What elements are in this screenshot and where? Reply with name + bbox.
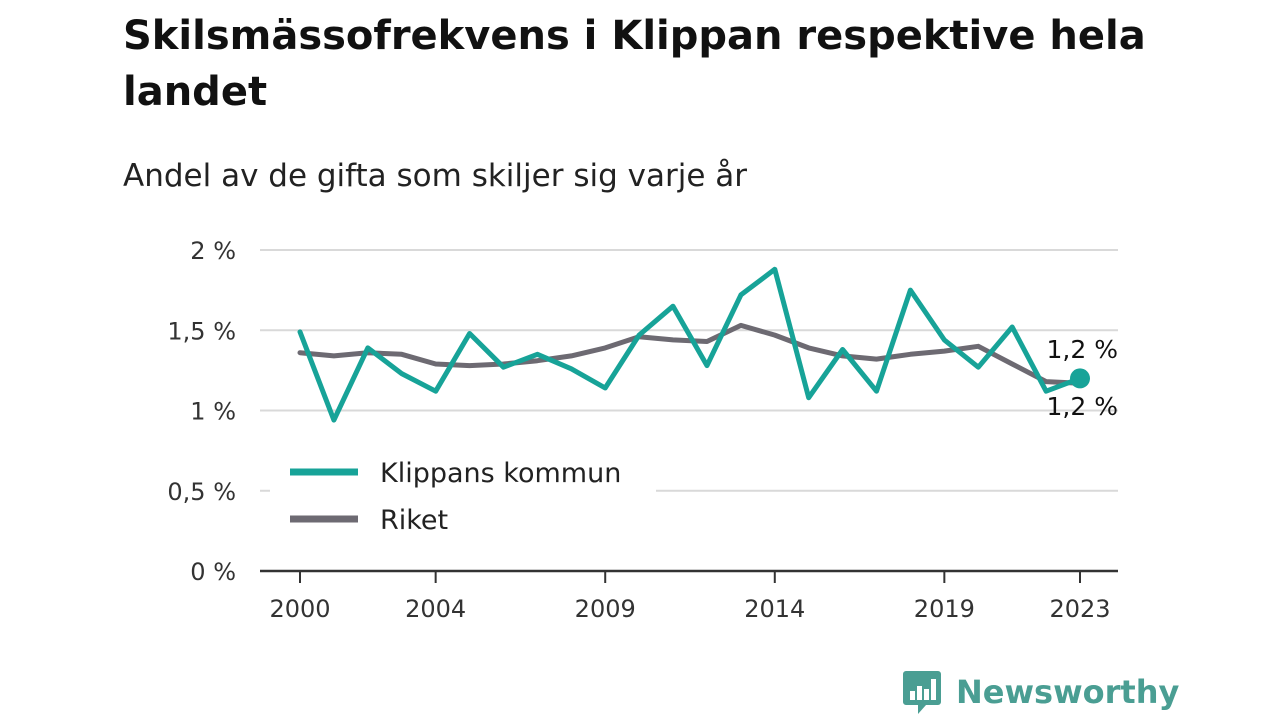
- chart-title: Skilsmässofrekvens i Klippan respektive …: [123, 13, 1146, 115]
- legend-label-klippan: Klippans kommun: [380, 458, 621, 489]
- end-label-riket: 1,2 %: [1047, 392, 1118, 421]
- y-tick-label: 2 %: [190, 237, 236, 265]
- legend: Klippans kommun Riket: [270, 445, 656, 545]
- brand-logo: Newsworthy: [902, 668, 1179, 716]
- x-tick-label: 2019: [914, 595, 975, 623]
- chart-subtitle: Andel av de gifta som skiljer sig varje …: [123, 158, 747, 194]
- brand-name: Newsworthy: [956, 673, 1180, 711]
- end-label-klippan: 1,2 %: [1047, 335, 1118, 364]
- legend-background: [270, 445, 656, 545]
- x-tick-label: 2009: [575, 595, 636, 623]
- end-labels: 1,2 % 1,2 %: [1047, 335, 1118, 421]
- series-lines: [297, 266, 1090, 423]
- y-tick-label: 0,5 %: [167, 478, 236, 506]
- end-point-klippan: [1070, 368, 1090, 389]
- legend-label-riket: Riket: [380, 505, 448, 536]
- series-line-klippan: [297, 266, 1083, 423]
- y-tick-label: 1,5 %: [167, 317, 236, 345]
- y-tick-label: 1 %: [190, 398, 236, 426]
- newsworthy-logo-icon: [903, 671, 941, 714]
- x-tick-label: 2023: [1049, 595, 1110, 623]
- y-axis-ticks: 0 % 0,5 % 1 % 1,5 % 2 %: [167, 237, 236, 586]
- x-tick-label: 2004: [405, 595, 466, 623]
- x-tick-label: 2014: [744, 595, 805, 623]
- x-axis: 2000 2004 2009 2014 2019 2023: [269, 571, 1111, 623]
- x-tick-label: 2000: [269, 595, 330, 623]
- y-tick-label: 0 %: [190, 558, 236, 586]
